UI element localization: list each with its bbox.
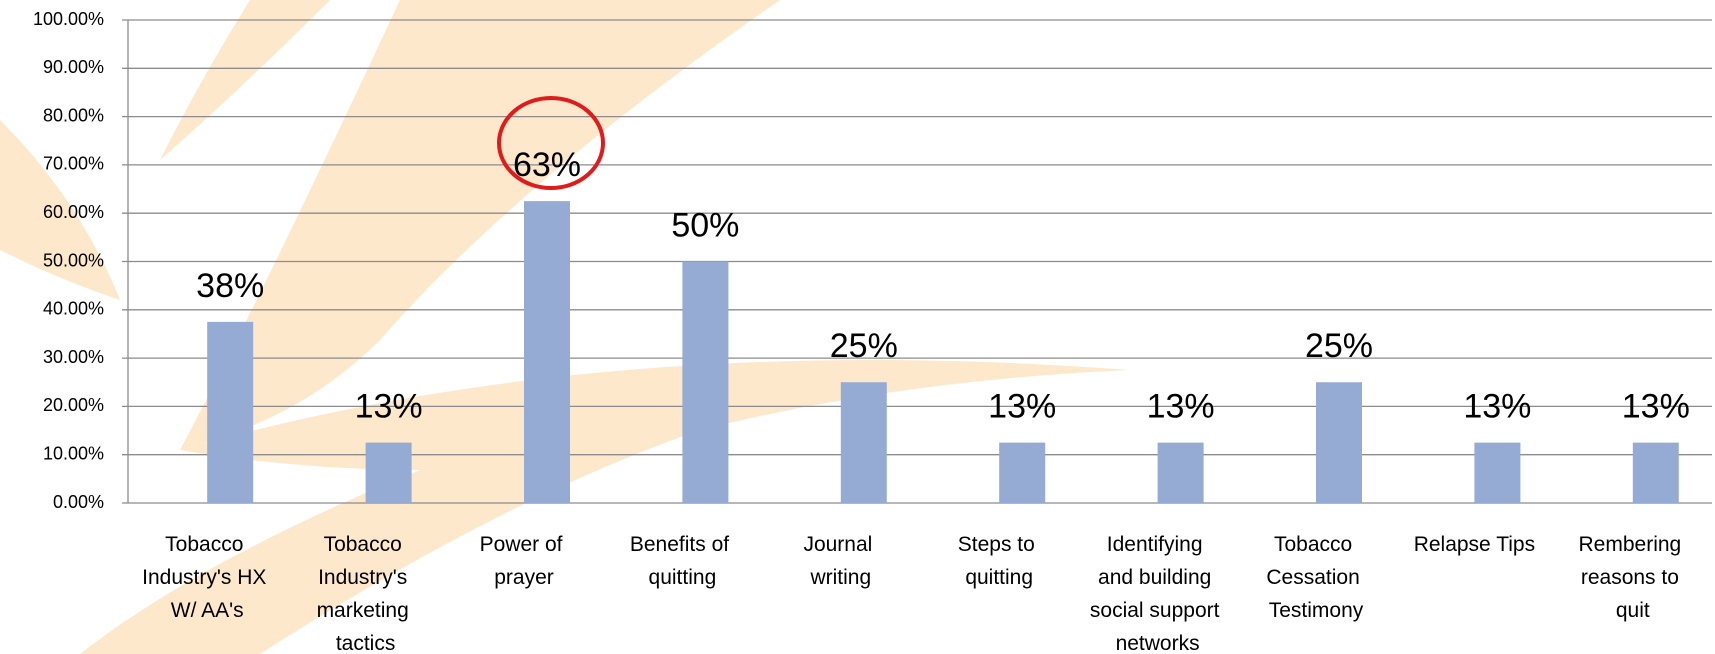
bar (366, 443, 412, 503)
y-tick-label: 40.00% (43, 299, 104, 319)
chart: 0.00% 10.00% 20.00% 30.00% 40.00% 50.00% 60.00… (0, 0, 1715, 654)
value-label: 63% (513, 146, 581, 184)
x-tick-label: Power of prayer (480, 533, 569, 589)
y-tick-label: 60.00% (43, 202, 104, 222)
bar (524, 201, 570, 503)
swoosh (160, 0, 330, 160)
value-label: 13% (988, 388, 1056, 426)
x-tick-label: Identifying and building social support … (1090, 533, 1225, 654)
y-tick-label: 30.00% (43, 347, 104, 367)
y-tick-label: 0.00% (53, 492, 104, 512)
page: {"chart_data": {"type": "bar", "categori… (0, 0, 1715, 654)
value-label: 13% (1147, 388, 1215, 426)
bar (841, 382, 887, 503)
value-label: 13% (1622, 388, 1690, 426)
y-tick-label: 70.00% (43, 154, 104, 174)
bar (1158, 443, 1204, 503)
x-tick-label: Tobacco Cessation Testimony (1266, 533, 1365, 622)
x-tick-label: Steps to quitting (958, 533, 1041, 589)
x-tick-label: Journal writing (803, 533, 878, 589)
y-tick-label: 20.00% (43, 395, 104, 415)
bar (1316, 382, 1362, 503)
bar (207, 322, 253, 503)
x-tick-label: Benefits of quitting (630, 533, 735, 589)
value-label: 13% (1463, 388, 1531, 426)
value-label: 25% (830, 327, 898, 365)
y-tick-label: 100.00% (33, 9, 104, 29)
value-label: 38% (196, 267, 264, 305)
x-tick-label: Rembering reasons to quit (1579, 533, 1688, 622)
value-label: 50% (671, 206, 739, 244)
y-tick-label: 90.00% (43, 57, 104, 77)
bar (999, 443, 1045, 503)
y-tick-label: 80.00% (43, 105, 104, 125)
bar (1633, 443, 1679, 503)
y-tick-label: 50.00% (43, 250, 104, 270)
value-label: 13% (355, 388, 423, 426)
bar (682, 262, 728, 504)
x-tick-label: Relapse Tips (1414, 533, 1535, 556)
y-tick-label: 10.00% (43, 443, 104, 463)
value-label: 25% (1305, 327, 1373, 365)
bar (1474, 443, 1520, 503)
